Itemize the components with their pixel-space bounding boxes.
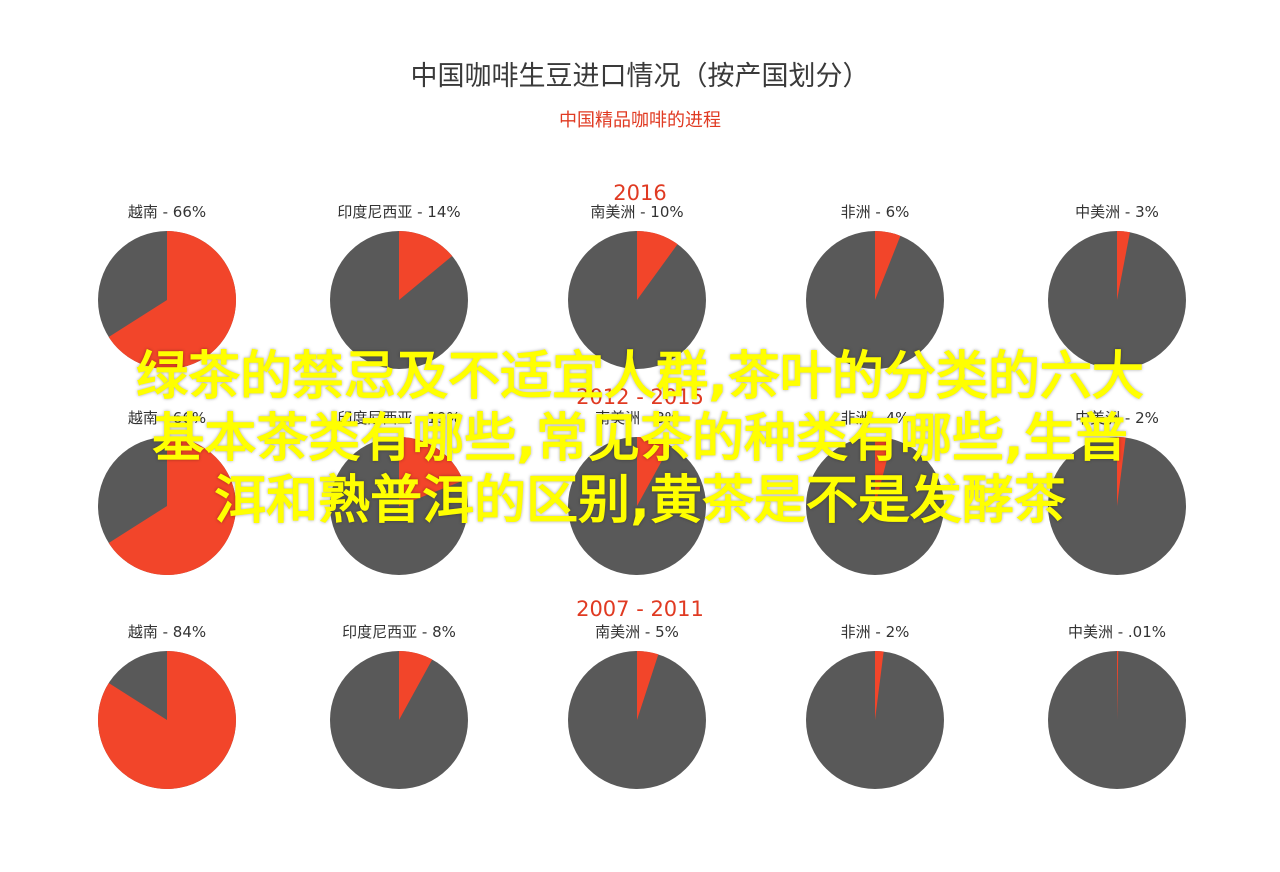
- pie-share-slice: [637, 651, 659, 720]
- pie-label: 南美洲 - 10%: [590, 203, 683, 221]
- pie-label: 非洲 - 4%: [841, 409, 910, 427]
- pie-1-1: 印度尼西亚 - 19%: [330, 409, 468, 575]
- overlay-line-3: 洱和熟普洱的区别,黄茶是不是发酵茶: [214, 471, 1066, 531]
- overlay-caption: 绿茶的禁忌及不适宜人群,茶叶的分类的六大 基本茶类有哪些,常见茶的种类有哪些,生…: [0, 346, 1280, 532]
- pie-label: 非洲 - 6%: [841, 203, 910, 221]
- chart-subtitle: 中国精品咖啡的进程: [559, 110, 721, 131]
- pie-share-slice: [97, 651, 236, 789]
- pie-label: 越南 - 66%: [128, 203, 206, 221]
- pie-label: 印度尼西亚 - 19%: [337, 409, 460, 427]
- pie-label: 非洲 - 2%: [841, 623, 910, 641]
- pie-0-1: 印度尼西亚 - 14%: [330, 203, 468, 369]
- pie-label: 印度尼西亚 - 14%: [337, 203, 460, 221]
- overlay-line-1: 绿茶的禁忌及不适宜人群,茶叶的分类的六大: [136, 347, 1144, 407]
- pie-label: 印度尼西亚 - 8%: [342, 623, 456, 641]
- pie-share-slice: [637, 231, 678, 300]
- pie-0-0: 越南 - 66%: [98, 203, 236, 369]
- pie-2-4: 中美洲 - .01%: [1048, 623, 1186, 789]
- pie-share-slice: [399, 231, 453, 300]
- overlay-line-2: 基本茶类有哪些,常见茶的种类有哪些,生普: [152, 409, 1128, 469]
- pie-share-slice: [399, 651, 433, 720]
- pie-0-4: 中美洲 - 3%: [1048, 203, 1186, 369]
- pie-2-1: 印度尼西亚 - 8%: [330, 623, 468, 789]
- period-label: 2012 - 2015: [576, 385, 704, 409]
- pie-share-slice: [108, 437, 236, 575]
- pie-share-slice: [399, 437, 464, 506]
- pie-1-3: 非洲 - 4%: [806, 409, 944, 575]
- pie-label: 南美洲 - 5%: [595, 623, 679, 641]
- pie-share-slice: [875, 651, 884, 720]
- pie-label: 南美洲 - 8%: [595, 409, 679, 427]
- pie-share-slice: [1117, 231, 1130, 300]
- pie-label: 越南 - 66%: [128, 409, 206, 427]
- pie-share-slice: [108, 231, 236, 369]
- period-label: 2007 - 2011: [576, 597, 704, 621]
- pie-share-slice: [637, 436, 671, 506]
- pie-2-0: 越南 - 84%: [97, 623, 236, 789]
- pie-1-2: 南美洲 - 8%: [568, 409, 706, 575]
- pie-1-0: 越南 - 66%: [98, 409, 236, 575]
- pie-share-slice: [875, 437, 893, 506]
- pie-0-3: 非洲 - 6%: [806, 203, 944, 369]
- pie-label: 越南 - 84%: [128, 623, 206, 641]
- pie-2-2: 南美洲 - 5%: [568, 623, 706, 789]
- pie-label: 中美洲 - .01%: [1068, 623, 1166, 641]
- chart-title: 中国咖啡生豆进口情况（按产国划分）: [410, 61, 870, 92]
- period-label: 2016: [613, 181, 666, 205]
- pie-share-slice: [1117, 650, 1119, 720]
- pie-2-3: 非洲 - 2%: [806, 623, 944, 789]
- pie-label: 中美洲 - 3%: [1075, 203, 1159, 221]
- pie-0-2: 南美洲 - 10%: [568, 203, 706, 369]
- pie-1-4: 中美洲 - 2%: [1048, 409, 1186, 575]
- pie-label: 中美洲 - 2%: [1075, 409, 1159, 427]
- pie-share-slice: [875, 231, 901, 300]
- pie-share-slice: [1117, 436, 1126, 506]
